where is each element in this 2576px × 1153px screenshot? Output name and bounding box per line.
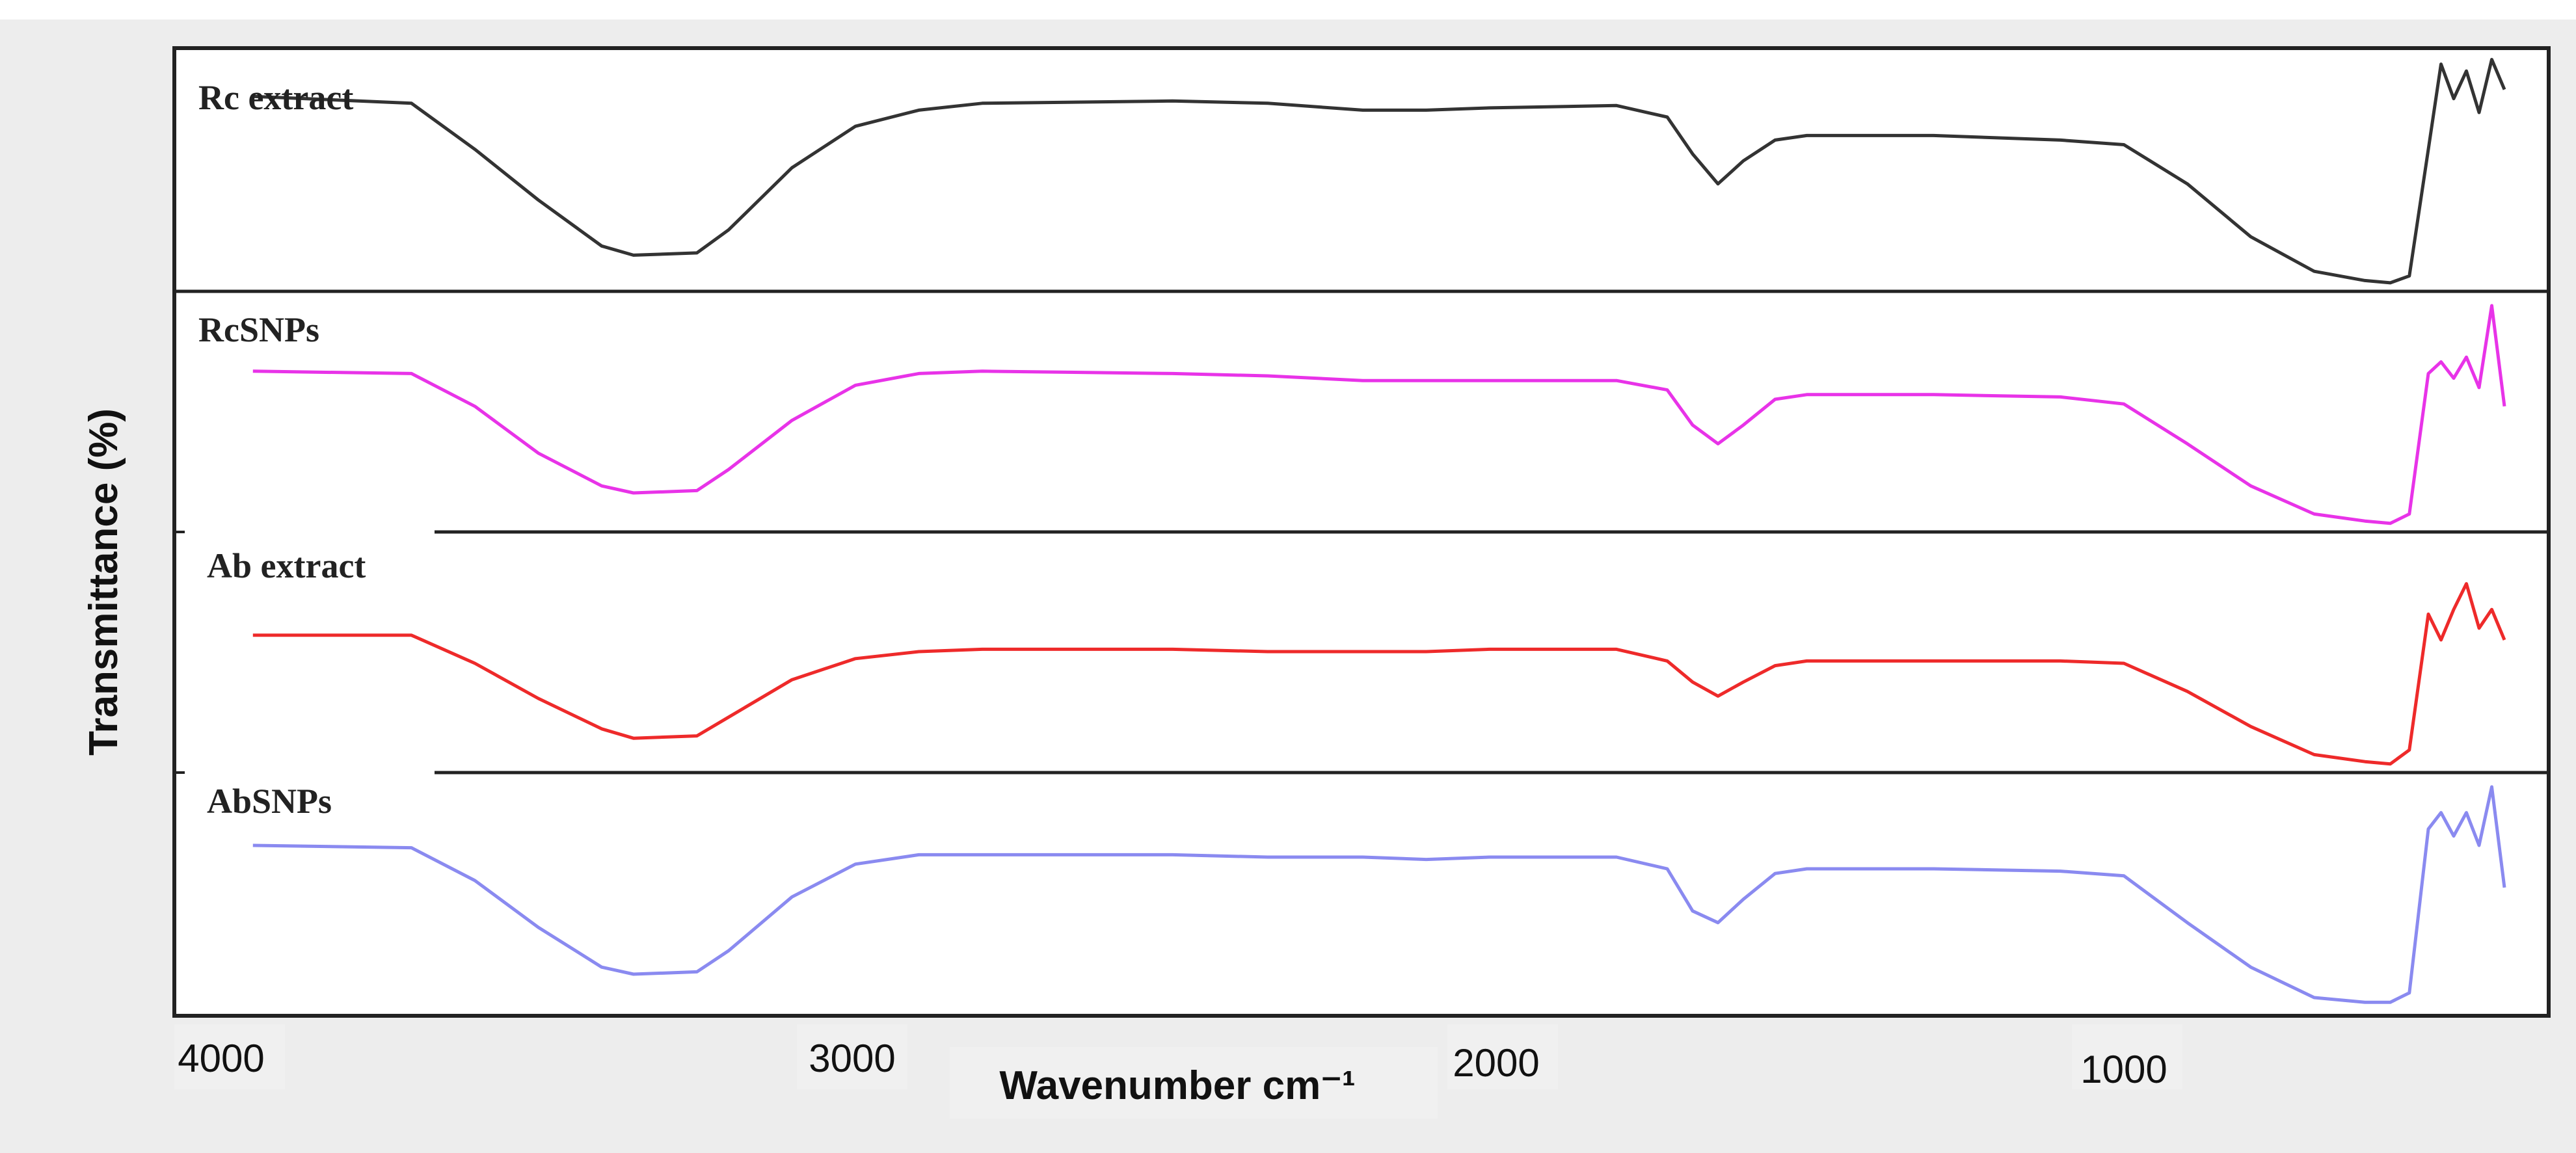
x-tick-label: 3000 <box>809 1037 895 1080</box>
y-axis-title: Transmittance (%) <box>81 408 126 756</box>
series-line-absnps <box>252 785 2506 1004</box>
tick-label-bg <box>174 1024 285 1089</box>
series-line-rc-extract <box>252 58 2506 285</box>
series-label-rcsnps: RcSNPs <box>198 310 319 349</box>
x-tick-label: 4000 <box>178 1037 264 1080</box>
series-line-rcsnps <box>252 304 2506 525</box>
tick-label-bg <box>1447 1024 1558 1089</box>
x-axis-title: Wavenumber cm⁻¹ <box>999 1063 1355 1108</box>
series-line-ab-extract <box>252 582 2506 766</box>
series-layer <box>252 58 2506 1004</box>
series-label-rc-extract: Rc extract <box>198 78 353 117</box>
x-tick-label: 2000 <box>1453 1041 1539 1085</box>
x-tick-label: 1000 <box>2080 1048 2167 1091</box>
series-label-absnps: AbSNPs <box>207 782 332 821</box>
axis-title-bg <box>950 1047 1438 1119</box>
tick-label-bg <box>2072 1024 2182 1089</box>
series-label-ab-extract: Ab extract <box>207 546 366 585</box>
tick-label-bg <box>797 1024 907 1089</box>
